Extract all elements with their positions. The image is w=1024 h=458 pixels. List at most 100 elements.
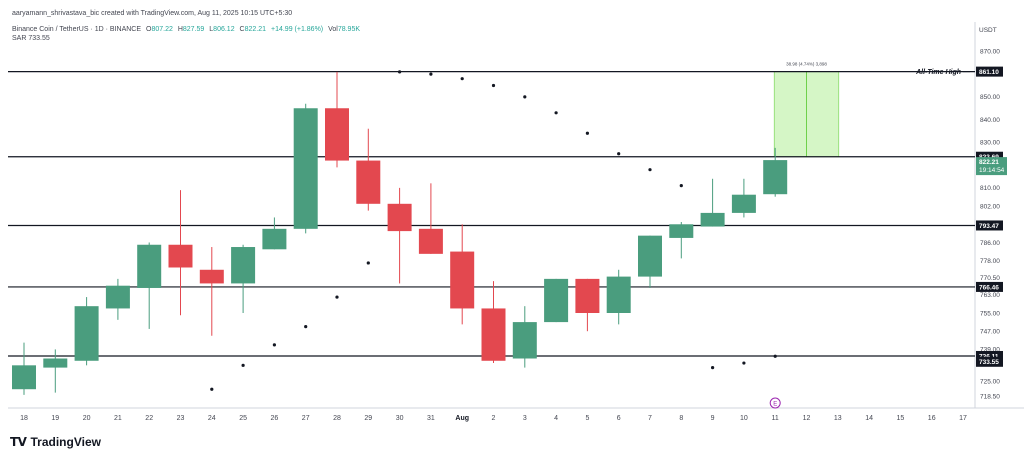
candle-1 (43, 358, 68, 368)
sar-dot-0 (210, 387, 214, 391)
x-tick-22: 9 (711, 415, 715, 422)
ohlc-volume: Vol78.95K (328, 26, 361, 33)
candle-13 (418, 228, 443, 254)
sar-dot-6 (398, 70, 402, 74)
event-marker-icon (769, 397, 781, 409)
candle-15 (481, 308, 506, 361)
x-tick-30: 17 (959, 415, 967, 422)
level-tag-bg-2 (976, 220, 1003, 231)
x-tick-12: 30 (396, 415, 404, 422)
sar-dot-3 (304, 325, 308, 329)
sar-dot-2 (272, 343, 276, 347)
x-tick-11: 29 (364, 415, 372, 422)
x-tick-26: 13 (834, 415, 842, 422)
candle-0 (12, 365, 36, 390)
x-tick-14: Aug (455, 415, 469, 422)
chart-header: aaryamann_shrivastava_bic created with T… (0, 0, 1024, 50)
sar-dot-5 (366, 261, 370, 265)
y-tick-3: 830.00 (980, 140, 1000, 147)
x-tick-16: 3 (523, 415, 527, 422)
x-tick-3: 21 (114, 415, 122, 422)
candle-23 (731, 194, 756, 213)
sar-dot-1 (241, 363, 245, 367)
current-price-countdown: 19:14:54 (979, 167, 1005, 174)
level-tag-3: 766.46 (979, 284, 999, 291)
candle-19 (606, 276, 631, 313)
x-tick-15: 2 (492, 415, 496, 422)
sar-dot-15 (679, 184, 683, 188)
candle-21 (669, 224, 694, 238)
y-tick-14: 718.50 (980, 393, 1000, 400)
y-tick-5: 802.00 (980, 203, 1000, 210)
y-tick-7: 778.00 (980, 258, 1000, 265)
current-price-tag: 822.21 (979, 159, 999, 166)
sar-dot-4 (335, 295, 339, 299)
x-tick-0: 18 (20, 415, 28, 422)
x-tick-24: 11 (772, 415, 779, 422)
candle-20 (638, 235, 662, 277)
x-tick-27: 14 (865, 415, 873, 422)
y-tick-8: 770.50 (980, 275, 1000, 282)
candle-17 (544, 278, 569, 323)
y-tick-0: 870.00 (980, 49, 1000, 56)
candle-10 (325, 108, 349, 161)
sar-dot-17 (742, 361, 746, 365)
y-tick-1: 850.00 (980, 94, 1000, 101)
candle-6 (199, 269, 224, 284)
y-tick-12: 739.00 (980, 347, 1000, 354)
credit-line: aaryamann_shrivastava_bic created with T… (12, 10, 293, 17)
sar-dot-18 (773, 354, 777, 358)
candle-9 (293, 108, 318, 229)
candle-5 (168, 244, 193, 268)
ohlc-close: C822.21 (239, 26, 267, 33)
level-tag-2: 793.47 (979, 223, 999, 230)
sar-dot-8 (460, 77, 464, 81)
x-tick-7: 25 (239, 415, 247, 422)
symbol-ohlc-line: Binance Coin / TetherUS · 1D · BINANCE O… (12, 26, 360, 33)
x-tick-4: 22 (145, 415, 153, 422)
tradingview-logo-icon: TV (10, 435, 27, 449)
y-axis-currency: USDT (979, 27, 997, 34)
x-tick-1: 19 (51, 415, 59, 422)
sar-dot-14 (648, 168, 652, 172)
candle-24 (763, 160, 788, 195)
sar-tag: 733.55 (979, 359, 999, 366)
x-tick-19: 6 (617, 415, 621, 422)
candle-14 (450, 251, 475, 309)
x-tick-29: 16 (928, 415, 936, 422)
ohlc-low: L806.12 (209, 26, 235, 33)
x-tick-21: 8 (679, 415, 683, 422)
candle-2 (74, 306, 99, 361)
candle-22 (700, 212, 725, 227)
price-chart[interactable]: 38.98 (4.74%) 3,898 All-Time High — E USDT 8… (0, 0, 1024, 432)
y-tick-2: 840.00 (980, 117, 1000, 124)
x-tick-9: 27 (302, 415, 310, 422)
x-tick-20: 7 (648, 415, 652, 422)
y-tick-9: 763.00 (980, 292, 1000, 299)
x-tick-25: 12 (803, 415, 811, 422)
x-tick-8: 26 (271, 415, 279, 422)
candle-18 (575, 278, 600, 313)
sar-indicator-line[interactable]: SAR 733.55 (12, 35, 50, 42)
candle-12 (387, 203, 412, 232)
y-tick-13: 725.00 (980, 379, 1000, 386)
level-tag-bg-4 (976, 350, 1003, 361)
sar-dot-10 (523, 95, 527, 99)
x-tick-28: 15 (897, 415, 905, 422)
sar-dot-11 (554, 111, 558, 115)
sar-label: SAR (12, 35, 27, 42)
x-tick-13: 31 (427, 415, 435, 422)
current-price-tag-bg (976, 157, 1007, 176)
y-tick-10: 755.00 (980, 310, 1000, 317)
level-tag-bg-1 (976, 151, 1003, 162)
y-tick-4: 810.00 (980, 185, 1000, 192)
x-tick-2: 20 (83, 415, 91, 422)
symbol-name[interactable]: Binance Coin / TetherUS · 1D · BINANCE (12, 26, 142, 33)
candle-16 (512, 322, 537, 359)
sar-dot-16 (711, 366, 715, 370)
x-tick-10: 28 (333, 415, 341, 422)
candle-8 (262, 228, 287, 250)
candle-3 (105, 285, 130, 309)
sar-dot-13 (617, 152, 621, 156)
sar-dot-12 (585, 131, 590, 135)
